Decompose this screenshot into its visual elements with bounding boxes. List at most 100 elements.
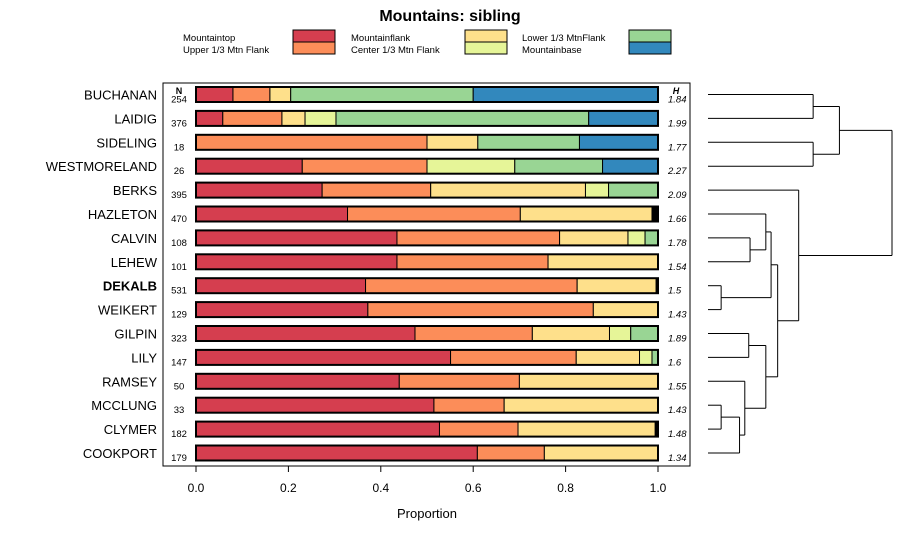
h-value: 1.34	[668, 453, 687, 464]
h-value: 1.43	[668, 405, 687, 416]
n-value: 18	[174, 142, 185, 153]
bar-outline	[195, 109, 659, 127]
bar-segment	[398, 373, 520, 390]
bar-outline	[195, 181, 659, 199]
category-label: HAZLETON	[88, 207, 157, 222]
bar-segment	[396, 229, 561, 246]
bar-segment	[514, 158, 604, 175]
bar-segment	[195, 134, 428, 151]
bar-segment	[426, 158, 516, 175]
h-value: 1.6	[668, 357, 682, 368]
bar-segment	[518, 373, 659, 390]
bar-segment	[195, 349, 452, 366]
bar-segment	[365, 277, 578, 294]
bar-segment	[644, 229, 659, 246]
bar-segment	[477, 134, 580, 151]
bar-segment	[281, 110, 306, 127]
bar-outline	[195, 301, 659, 319]
legend-label: Mountainflank	[351, 33, 410, 44]
legend-swatch	[464, 41, 508, 55]
n-value: 101	[171, 262, 187, 273]
n-value: 129	[171, 310, 187, 321]
bar-segment	[222, 110, 283, 127]
n-value: 470	[171, 214, 187, 225]
h-value: 1.78	[668, 238, 687, 249]
bar-outline	[195, 86, 659, 103]
bar-outline	[195, 396, 659, 414]
category-label: SIDELING	[96, 135, 157, 150]
bar-segment	[335, 110, 590, 127]
category-label: RAMSEY	[102, 374, 157, 389]
h-value: 1.43	[668, 310, 687, 321]
bar-outline	[195, 253, 659, 271]
bar-segment	[195, 277, 367, 294]
bar-segment	[232, 86, 271, 103]
h-value: 1.99	[668, 118, 687, 129]
x-tick-label: 0.2	[280, 481, 297, 495]
x-tick-label: 0.6	[465, 481, 482, 495]
plot-frame	[162, 82, 691, 467]
n-value: 50	[174, 381, 185, 392]
h-value: 2.09	[667, 190, 687, 201]
n-value: 531	[171, 286, 187, 297]
x-axis-label: Proportion	[397, 506, 457, 521]
bar-segment	[578, 134, 659, 151]
bar-segment	[543, 445, 659, 461]
bar-segment	[269, 86, 292, 103]
category-label: LAIDIG	[114, 111, 157, 126]
bar-segment	[195, 253, 398, 270]
bar-outline	[195, 444, 659, 462]
category-label: CLYMER	[104, 422, 157, 437]
category-label: BUCHANAN	[84, 88, 157, 103]
x-tick-label: 0.8	[557, 481, 574, 495]
bar-segment	[592, 301, 659, 318]
bar-segment	[547, 253, 659, 270]
bar-segment	[347, 206, 521, 222]
category-label: CALVIN	[111, 231, 157, 246]
bar-segment	[608, 325, 632, 342]
bar-segment	[195, 301, 369, 318]
legend-swatch	[628, 29, 672, 43]
legend-label: Center 1/3 Mtn Flank	[351, 45, 440, 56]
bar-segment	[195, 325, 416, 342]
bar-segment	[476, 445, 545, 461]
h-value: 1.54	[668, 262, 687, 273]
n-value: 147	[171, 357, 187, 368]
bar-segment	[195, 397, 435, 414]
h-value: 1.66	[668, 214, 687, 225]
bar-segment	[195, 445, 478, 461]
bar-segment	[195, 206, 349, 222]
bar-segment	[301, 158, 428, 175]
h-value: 1.89	[668, 334, 687, 345]
n-value: 376	[171, 118, 187, 129]
x-tick-label: 1.0	[650, 481, 667, 495]
category-label: COOKPORT	[83, 446, 157, 461]
legend-label: Lower 1/3 MtnFlank	[522, 33, 606, 44]
bar-segment	[559, 229, 629, 246]
bar-segment	[430, 182, 586, 199]
bar-segment	[195, 421, 440, 438]
bar-segment	[575, 349, 641, 366]
legend-swatch	[464, 29, 508, 43]
category-label: BERKS	[113, 183, 157, 198]
bar-segment	[531, 325, 610, 342]
h-column-header: H	[673, 86, 680, 96]
n-value: 323	[171, 334, 187, 345]
h-value: 1.5	[668, 286, 682, 297]
bar-segment	[588, 110, 659, 127]
bar-segment	[627, 229, 646, 246]
bar-outline	[195, 157, 659, 175]
bar-outline	[195, 348, 659, 366]
bar-segment	[321, 182, 432, 199]
legend-label: Mountainbase	[522, 45, 582, 56]
category-label: WEIKERT	[98, 303, 157, 318]
bar-segment	[195, 182, 323, 199]
h-value: 1.48	[668, 429, 687, 440]
bar-outline	[195, 277, 659, 295]
bar-segment	[450, 349, 577, 366]
bar-segment	[472, 86, 659, 103]
bar-outline	[195, 229, 659, 247]
h-value: 1.84	[668, 95, 687, 106]
h-value: 1.77	[668, 142, 687, 153]
